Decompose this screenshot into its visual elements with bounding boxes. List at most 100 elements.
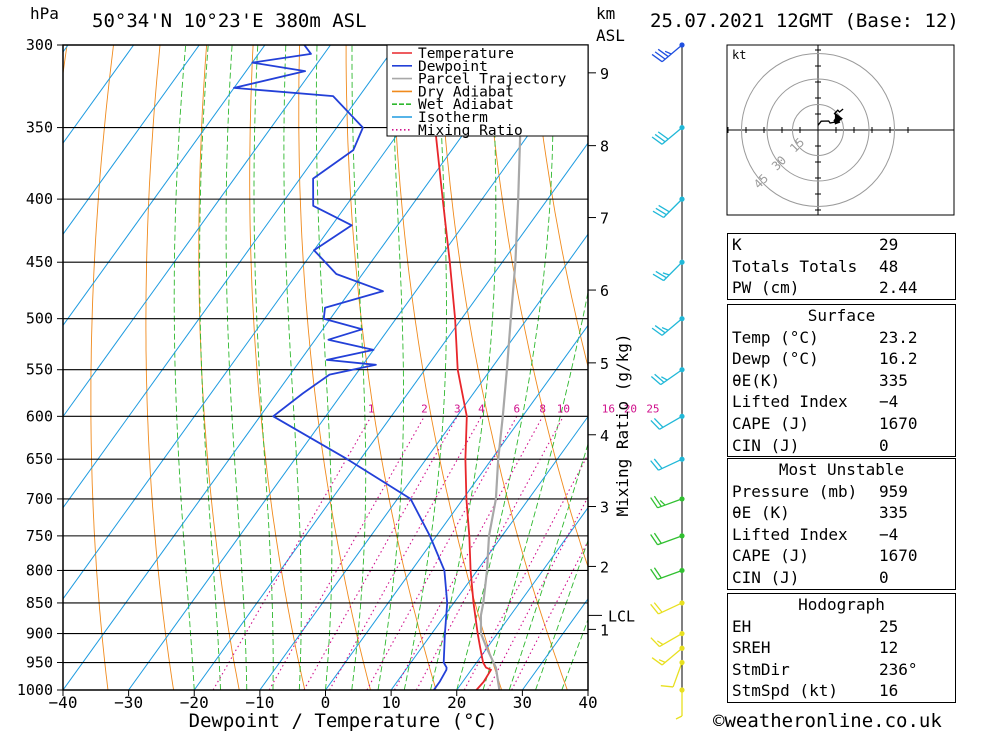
dry-adiabat [198, 45, 240, 690]
dry-adiabat [0, 27, 24, 690]
most-unstable-row: θE (K) 335 [728, 502, 955, 524]
wet-adiabat [430, 45, 497, 690]
lcl-label: LCL [608, 607, 635, 625]
wind-barb-flag [658, 204, 670, 213]
pw-value: 2.44 [879, 278, 918, 298]
wind-barb-staff [659, 632, 683, 648]
wind-barb-staff [663, 198, 683, 218]
storm-motion-marker [834, 112, 843, 125]
wind-barb-flag [650, 603, 659, 615]
x-axis-label: Dewpoint / Temperature (°C) [189, 710, 498, 732]
mixing-ratio-label: 10 [557, 402, 570, 415]
isotherm [456, 506, 588, 690]
wind-barb-staff [660, 369, 683, 386]
mixing-ratio-label: 3 [454, 402, 461, 415]
isotherm [63, 45, 397, 509]
x-tick-label: −10 [245, 693, 274, 712]
wind-barb-flag [661, 326, 669, 331]
pressure-tick-label: 400 [26, 190, 53, 208]
isotherm [325, 324, 588, 690]
surface-value: 23.2 [879, 327, 918, 347]
wind-barb-flag [653, 567, 662, 579]
index-row-k: K 29 [728, 234, 955, 256]
wind-barb-flag [650, 419, 660, 430]
mixing-ratio-line [463, 453, 588, 690]
hodograph-stat-label: EH [732, 616, 752, 636]
dry-adiabat [298, 45, 371, 690]
hodograph-ring [792, 104, 844, 156]
mixing-ratio-label: 2 [421, 402, 428, 415]
isotherm [259, 233, 588, 690]
most-unstable-row: CAPE (J) 1670 [728, 545, 955, 567]
totals-totals-value: 48 [879, 256, 899, 276]
wind-barb-flag [650, 460, 659, 471]
mixing-ratio-line [511, 540, 588, 690]
wind-barb-staff [661, 127, 683, 145]
hodograph-stat-row: SREH 12 [728, 637, 955, 659]
wind-barb-flag [653, 458, 663, 469]
surface-label: Temp (°C) [732, 327, 819, 347]
pressure-tick-label: 800 [26, 561, 53, 579]
wind-barb-flag [650, 637, 660, 648]
hodograph-ring [766, 78, 870, 182]
hodograph-stat-label: StmSpd (kt) [732, 681, 838, 701]
legend-label: Parcel Trajectory [418, 72, 567, 88]
dry-adiabat [485, 45, 588, 569]
most-unstable-row: Lifted Index −4 [728, 524, 955, 546]
x-tick-label: 10 [381, 693, 400, 712]
km-tick-label: 9 [600, 65, 609, 83]
mixing-ratio-label: 8 [539, 402, 546, 415]
temperature-line [434, 45, 492, 690]
wet-adiabat [225, 45, 248, 690]
wind-barb-flag [662, 272, 670, 276]
copyright-link[interactable]: ©weatheronline.co.uk [713, 710, 942, 732]
hodograph-panel: Hodograph EH 25 SREH 12 StmDir 236° StmSpd (kt… [727, 593, 956, 703]
hodograph-unit-label: kt [732, 48, 746, 62]
plot-frame [62, 44, 589, 691]
most-unstable-row: CIN (J) 0 [728, 567, 955, 589]
hodograph-stat-label: SREH [732, 638, 771, 658]
wind-barb-staff [657, 535, 683, 546]
wet-adiabat [253, 45, 274, 690]
km-tick-label: 3 [600, 499, 609, 517]
asl-axis-label: ASL [596, 26, 625, 45]
wet-adiabat [315, 45, 333, 690]
hodograph-stat-row: StmSpd (kt) 16 [728, 680, 955, 702]
surface-label: Dewp (°C) [732, 349, 819, 369]
surface-row: CIN (J) 0 [728, 435, 955, 457]
most-unstable-title: Most Unstable [778, 460, 905, 479]
mixing-ratio-label: 1 [368, 402, 375, 415]
km-tick-label: 1 [600, 621, 609, 639]
isotherm [0, 45, 2, 690]
dry-adiabat [145, 45, 175, 690]
indices-panel: K 29 Totals Totals 48 PW (cm) 2.44 [727, 233, 956, 300]
most-unstable-label: Pressure (mb) [732, 481, 858, 501]
surface-row: Lifted Index −4 [728, 391, 955, 413]
hodograph-stat-label: StmDir [732, 659, 790, 679]
x-tick-label: 20 [447, 693, 466, 712]
hodograph-stat-value: 16 [879, 681, 899, 701]
hodograph-ring [741, 53, 895, 207]
x-tick-label: −20 [180, 693, 209, 712]
dewpoint-line [233, 45, 449, 690]
wind-barb-flag [654, 373, 665, 383]
wind-barb-flag [655, 207, 667, 216]
wet-adiabat [173, 45, 195, 690]
dry-adiabat [249, 45, 306, 690]
index-row-pw: PW (cm) 2.44 [728, 277, 955, 299]
isotherm [63, 45, 331, 418]
pressure-tick-label: 300 [26, 36, 53, 54]
wet-adiabat [199, 45, 221, 690]
x-tick-label: 30 [513, 693, 532, 712]
legend-label: Dewpoint [418, 59, 488, 75]
surface-value: 0 [879, 435, 889, 455]
wind-barb-flag [651, 657, 663, 666]
surface-title: Surface [807, 306, 876, 325]
pressure-tick-label: 450 [26, 253, 53, 271]
dry-adiabat [991, 27, 1000, 690]
km-tick-label: 4 [600, 427, 609, 445]
x-tick-label: −30 [114, 693, 143, 712]
wet-adiabat [351, 45, 367, 690]
wind-barb-staff [661, 318, 683, 336]
